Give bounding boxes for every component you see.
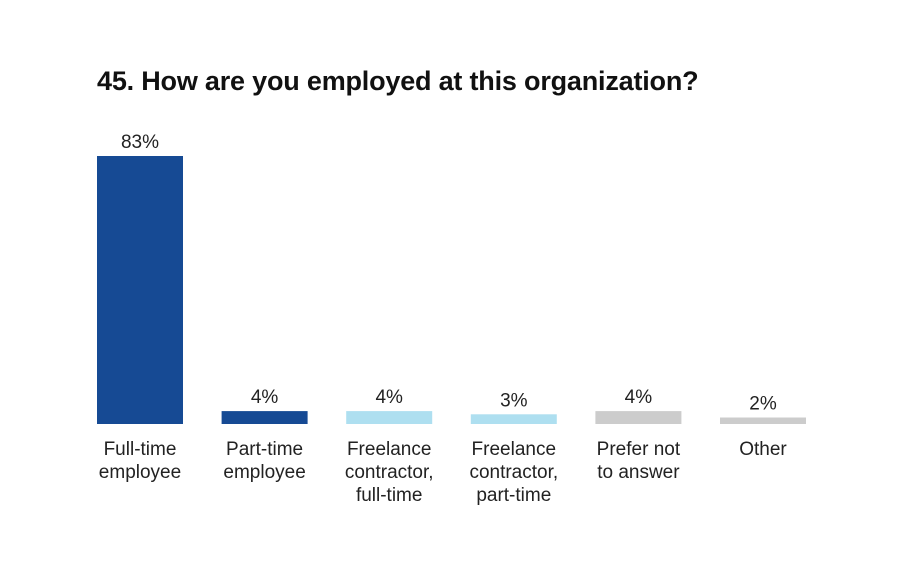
category-label-line: Full-time: [104, 439, 177, 460]
value-label-3: 3%: [500, 390, 528, 411]
category-label-0: Full-time employee: [99, 439, 181, 483]
bars-layer: [97, 156, 806, 424]
category-label-line: Freelance: [347, 439, 432, 460]
value-labels-layer: 83% 4% 4% 3% 4% 2%: [121, 132, 777, 415]
category-label-line: contractor,: [469, 462, 558, 483]
bar-3: [470, 414, 557, 424]
category-label-line: to answer: [597, 462, 680, 483]
bar-5: [720, 417, 806, 424]
bar-2: [346, 411, 433, 424]
category-label-3: Freelance contractor, part-time: [469, 439, 558, 506]
category-label-5: Other: [739, 439, 787, 460]
bar-4: [595, 411, 682, 424]
category-label-line: Prefer not: [597, 439, 681, 460]
category-label-line: Part-time: [226, 439, 303, 460]
category-label-line: full-time: [356, 485, 423, 506]
category-label-line: Other: [739, 439, 787, 460]
bar-1: [221, 411, 308, 424]
value-label-0: 83%: [121, 132, 159, 153]
category-label-4: Prefer not to answer: [597, 439, 681, 483]
category-label-line: part-time: [476, 485, 551, 506]
category-label-line: employee: [223, 462, 305, 483]
category-label-line: Freelance: [472, 439, 557, 460]
value-label-4: 4%: [625, 387, 653, 408]
value-label-1: 4%: [251, 387, 279, 408]
bar-0: [97, 156, 183, 424]
category-label-line: contractor,: [345, 462, 434, 483]
value-label-2: 4%: [375, 387, 403, 408]
category-label-line: employee: [99, 462, 181, 483]
category-label-1: Part-time employee: [223, 439, 305, 483]
value-label-5: 2%: [749, 394, 777, 415]
category-label-2: Freelance contractor, full-time: [345, 439, 434, 506]
chart-title: 45. How are you employed at this organiz…: [97, 66, 699, 96]
